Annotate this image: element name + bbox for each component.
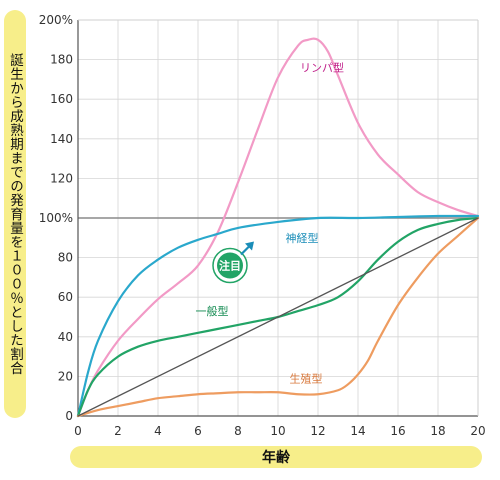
- y-tick-label: 100%: [39, 211, 73, 225]
- series-line-5: [77, 217, 479, 417]
- y-tick-label: 160: [50, 92, 73, 106]
- series-line-3: [76, 216, 480, 418]
- y-tick-label: 140: [50, 132, 73, 146]
- x-tick-label: 10: [270, 424, 285, 438]
- y-tick-label: 20: [58, 369, 73, 383]
- x-tick-label: 16: [390, 424, 405, 438]
- x-axis-label-pill: 年齢: [70, 446, 482, 468]
- series-line-1: [76, 37, 480, 418]
- x-tick-label: 14: [350, 424, 365, 438]
- series-annotation: 神経型: [286, 231, 319, 245]
- y-tick-label: 40: [58, 330, 73, 344]
- badge-circle: [217, 252, 243, 279]
- series-annotation: リンパ型: [300, 60, 344, 74]
- badge-text: 注目: [219, 259, 241, 273]
- x-tick-label: 4: [154, 424, 162, 438]
- x-tick-label: 8: [234, 424, 242, 438]
- y-axis-label: 誕生から成熟期までの発育量を１００％とした割合: [7, 53, 23, 375]
- series-lines: [76, 37, 480, 418]
- y-tick-label: 60: [58, 290, 73, 304]
- series-line-2: [76, 214, 480, 418]
- tick-labels: 0 2 4 6 8 10 12 14 16 18 20 0 20 40 60 80 100% 120 140 160 1…: [39, 13, 486, 438]
- y-axis-label-pill: 誕生から成熟期までの発育量を１００％とした割合: [4, 10, 26, 418]
- badge: 注目: [212, 241, 254, 284]
- x-tick-label: 6: [194, 424, 202, 438]
- series-annotation: 生殖型: [290, 371, 323, 385]
- x-tick-label: 0: [74, 424, 82, 438]
- series-line-4: [76, 216, 480, 418]
- x-axis-label: 年齢: [262, 450, 290, 466]
- arrow-head-icon: [245, 241, 254, 251]
- y-tick-label: 80: [58, 251, 73, 265]
- y-tick-label: 200%: [39, 13, 73, 27]
- y-tick-label: 180: [50, 53, 73, 67]
- series-annotation: 一般型: [196, 304, 229, 318]
- y-tick-label: 120: [50, 171, 73, 185]
- x-tick-label: 18: [430, 424, 445, 438]
- x-tick-label: 20: [470, 424, 485, 438]
- x-tick-label: 12: [310, 424, 325, 438]
- y-tick-label: 0: [65, 409, 73, 423]
- x-tick-label: 2: [114, 424, 122, 438]
